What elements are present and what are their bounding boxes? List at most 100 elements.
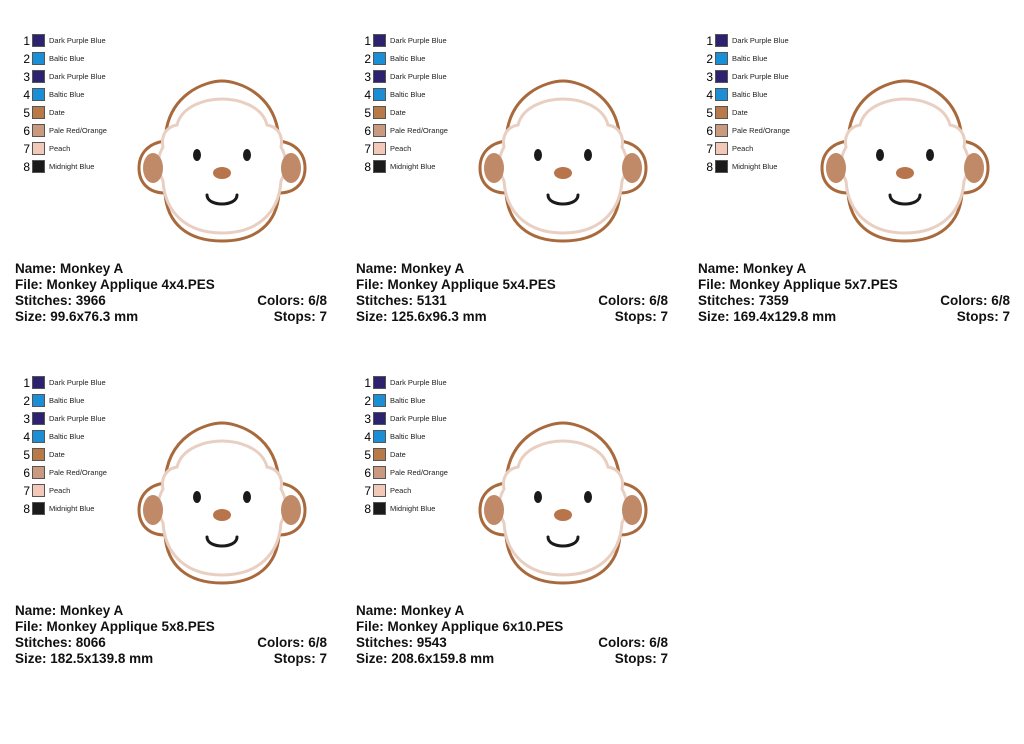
left-eye — [193, 491, 201, 503]
legend-color-name: Date — [390, 108, 406, 117]
legend-number: 1 — [23, 34, 30, 48]
legend-number: 3 — [706, 70, 713, 84]
legend-color-name: Dark Purple Blue — [732, 36, 789, 45]
face-applique — [498, 97, 628, 235]
legend-swatch — [32, 502, 45, 515]
face-applique — [840, 97, 970, 235]
right-eye — [926, 149, 934, 161]
legend-swatch — [715, 124, 728, 137]
legend-swatch — [32, 160, 45, 173]
legend-number: 3 — [364, 70, 371, 84]
legend-swatch — [373, 502, 386, 515]
mouth — [205, 535, 239, 548]
legend-swatch — [373, 124, 386, 137]
design-file: File: Monkey Applique 5x4.PES — [356, 277, 556, 292]
face-applique — [157, 97, 287, 235]
design-stops: Stops: 7 — [614, 309, 668, 324]
legend-number: 6 — [706, 124, 713, 138]
design-card: 1 Dark Purple Blue 2 Baltic Blue 3 Dark Purpl… — [356, 18, 676, 348]
legend-number: 8 — [23, 160, 30, 174]
legend-color-name: Date — [390, 450, 406, 459]
design-name: Name: Monkey A — [698, 261, 807, 276]
legend-number: 8 — [706, 160, 713, 174]
left-eye — [876, 149, 884, 161]
legend-number: 1 — [364, 376, 371, 390]
legend-swatch — [715, 88, 728, 101]
legend-swatch — [32, 52, 45, 65]
legend-swatch — [32, 376, 45, 389]
monkey-applique — [137, 79, 307, 243]
design-info: Name: Monkey A File: Monkey Applique 5x4… — [356, 261, 668, 325]
design-size: Size: 99.6x76.3 mm — [15, 309, 139, 324]
legend-number: 4 — [23, 430, 30, 444]
nose — [554, 167, 572, 179]
legend-number: 5 — [23, 448, 30, 462]
left-ear — [484, 153, 504, 183]
legend-color-name: Baltic Blue — [390, 432, 426, 441]
legend-color-name: Baltic Blue — [390, 54, 426, 63]
legend-color-name: Pale Red/Orange — [49, 126, 107, 135]
legend-swatch — [373, 430, 386, 443]
legend-swatch — [32, 142, 45, 155]
design-colors: Colors: 6/8 — [598, 293, 668, 308]
design-file: File: Monkey Applique 4x4.PES — [15, 277, 215, 292]
face-applique — [157, 439, 287, 577]
legend-color-name: Dark Purple Blue — [49, 36, 106, 45]
legend-swatch — [373, 376, 386, 389]
legend-number: 6 — [364, 124, 371, 138]
legend-color-name: Date — [732, 108, 748, 117]
legend-number: 2 — [706, 52, 713, 66]
legend-color-name: Baltic Blue — [732, 54, 768, 63]
legend-number: 7 — [364, 484, 371, 498]
legend-color-name: Baltic Blue — [732, 90, 768, 99]
legend-color-name: Peach — [390, 486, 412, 495]
design-stitches: Stitches: 9543 — [356, 635, 447, 650]
legend-swatch — [715, 52, 728, 65]
mouth — [546, 193, 580, 206]
legend-color-name: Dark Purple Blue — [49, 72, 106, 81]
design-name: Name: Monkey A — [356, 603, 465, 618]
monkey-face-preview — [478, 421, 648, 585]
design-card: 1 Dark Purple Blue 2 Baltic Blue 3 Dark Purpl… — [15, 360, 335, 690]
legend-number: 7 — [364, 142, 371, 156]
legend-color-name: Dark Purple Blue — [390, 378, 447, 387]
right-ear — [964, 153, 984, 183]
monkey-face-preview — [820, 79, 990, 243]
legend-swatch — [373, 106, 386, 119]
legend-number: 4 — [364, 88, 371, 102]
design-size: Size: 125.6x96.3 mm — [356, 309, 487, 324]
legend-color-name: Pale Red/Orange — [390, 468, 448, 477]
legend-color-name: Midnight Blue — [732, 162, 778, 171]
legend-swatch — [373, 34, 386, 47]
legend-number: 4 — [23, 88, 30, 102]
legend-number: 8 — [364, 502, 371, 516]
design-stitches: Stitches: 8066 — [15, 635, 106, 650]
legend-color-name: Baltic Blue — [390, 396, 426, 405]
mouth — [546, 535, 580, 548]
legend-swatch — [373, 70, 386, 83]
legend-color-name: Date — [49, 108, 65, 117]
legend-number: 7 — [23, 142, 30, 156]
design-stitches: Stitches: 3966 — [15, 293, 106, 308]
monkey-applique — [137, 421, 307, 585]
legend-color-name: Baltic Blue — [390, 90, 426, 99]
left-eye — [534, 491, 542, 503]
legend-number: 7 — [706, 142, 713, 156]
left-eye — [534, 149, 542, 161]
legend-color-name: Peach — [49, 144, 71, 153]
design-info: Name: Monkey A File: Monkey Applique 5x8… — [15, 603, 327, 667]
right-eye — [243, 491, 251, 503]
monkey-face-preview — [478, 79, 648, 243]
legend-number: 2 — [23, 52, 30, 66]
legend-swatch — [373, 142, 386, 155]
legend-color-name: Baltic Blue — [49, 90, 85, 99]
legend-number: 6 — [364, 466, 371, 480]
legend-number: 2 — [364, 394, 371, 408]
right-ear — [281, 153, 301, 183]
legend-swatch — [32, 430, 45, 443]
design-colors: Colors: 6/8 — [598, 635, 668, 650]
legend-color-name: Dark Purple Blue — [390, 72, 447, 81]
legend-swatch — [715, 70, 728, 83]
nose — [213, 167, 231, 179]
legend-swatch — [32, 394, 45, 407]
